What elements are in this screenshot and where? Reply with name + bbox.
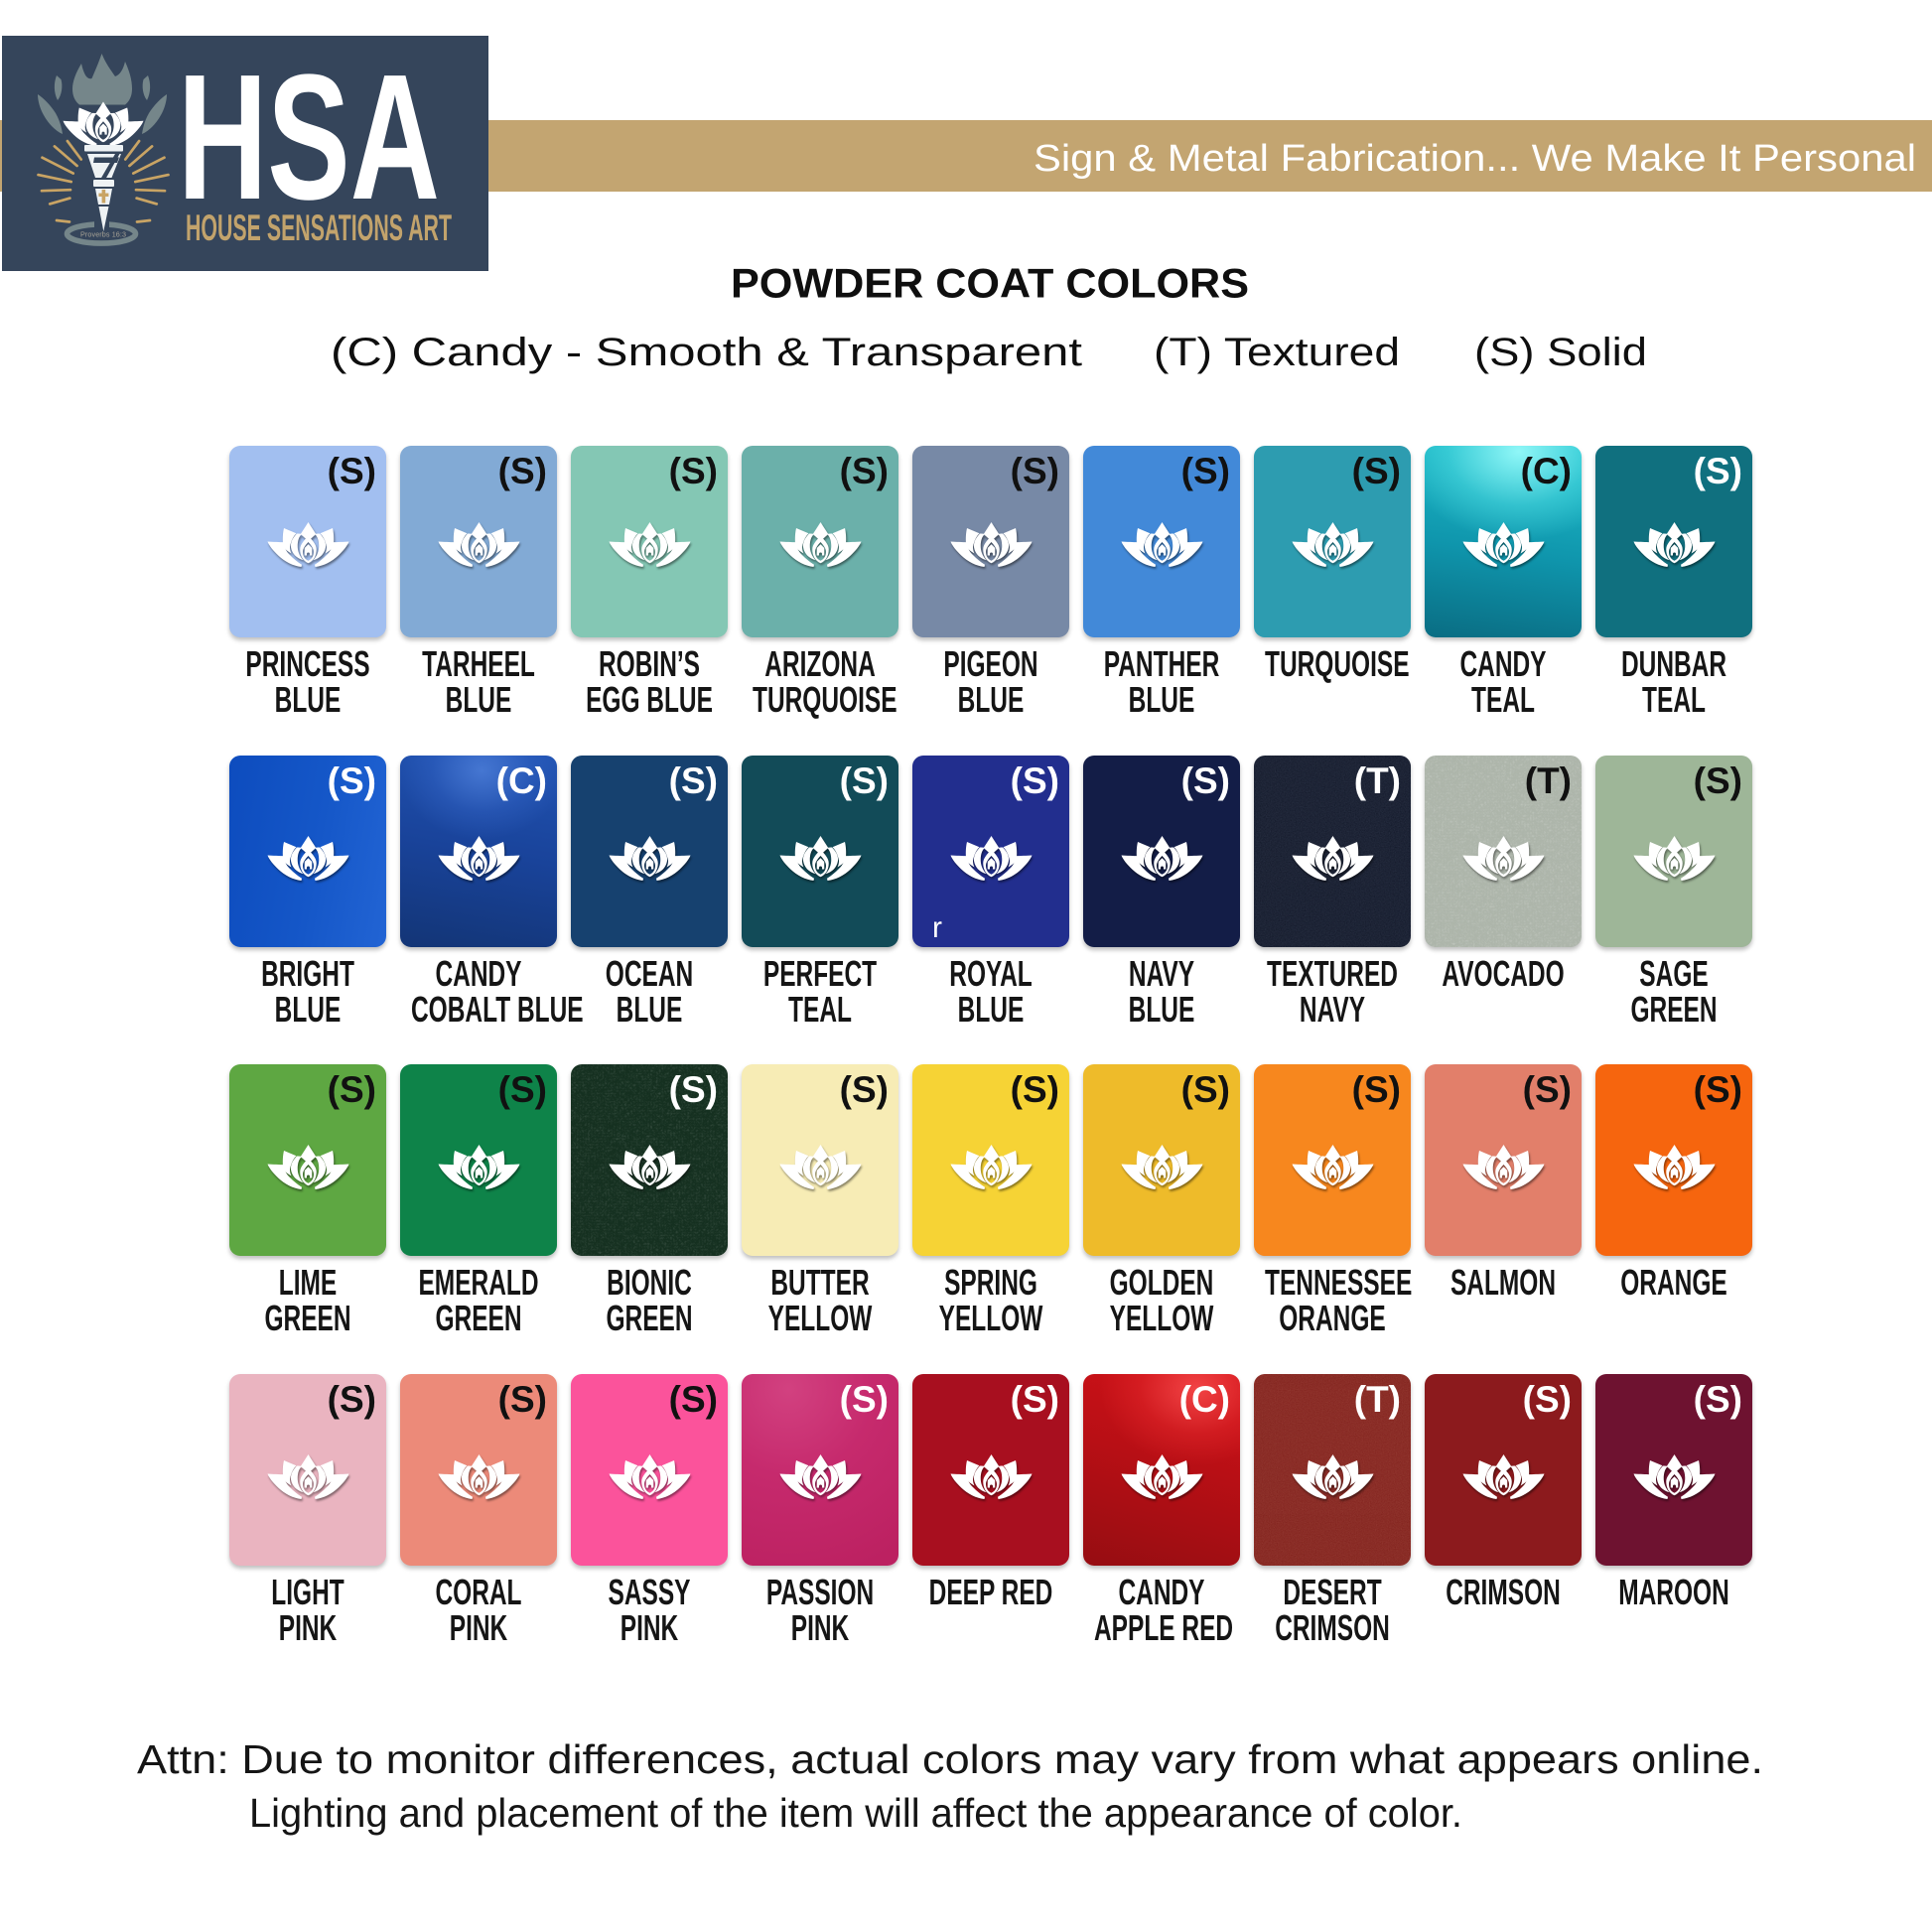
svg-text:Attn: Due to monitor differenc: Attn: Due to monitor differences, actual… (137, 1736, 1763, 1782)
svg-text:HOUSE SENSATIONS ART: HOUSE SENSATIONS ART (186, 207, 452, 248)
svg-text:(S) Solid: (S) Solid (1474, 331, 1647, 374)
svg-text:HSA: HSA (178, 38, 440, 237)
svg-text:(T) Textured: (T) Textured (1154, 331, 1400, 374)
svg-text:Sign & Metal Fabrication... We: Sign & Metal Fabrication... We Make It P… (1034, 138, 1916, 180)
svg-text:(C) Candy - Smooth & Transpare: (C) Candy - Smooth & Transparent (331, 331, 1082, 374)
svg-text:Proverbs 16:3: Proverbs 16:3 (80, 230, 126, 239)
svg-text:Lighting and placement of the: Lighting and placement of the item will … (249, 1790, 1462, 1836)
svg-text:POWDER COAT COLORS: POWDER COAT COLORS (731, 260, 1249, 307)
